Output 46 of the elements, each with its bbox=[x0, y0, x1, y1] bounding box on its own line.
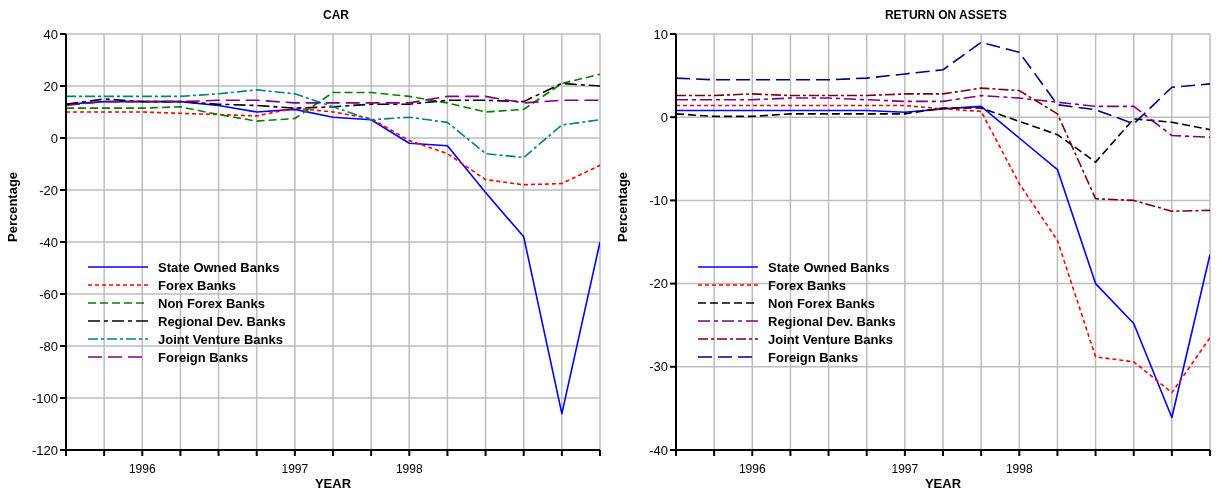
y-tick-label: -20 bbox=[649, 276, 668, 292]
x-axis-title: YEAR bbox=[314, 476, 352, 491]
y-tick-label: -30 bbox=[649, 359, 668, 375]
y-tick-label: -40 bbox=[649, 442, 668, 458]
chart-title: RETURN ON ASSETS bbox=[883, 8, 1009, 24]
y-tick-label: -20 bbox=[39, 182, 58, 198]
x-tick-label: 1997 bbox=[281, 461, 309, 476]
line-series bbox=[66, 73, 600, 122]
x-tick-label: 1998 bbox=[1005, 461, 1033, 476]
line-series bbox=[676, 87, 1210, 213]
legend-label: Forex Banks bbox=[158, 277, 237, 293]
y-axis-title: Percentage bbox=[614, 171, 630, 242]
x-tick-label: 1996 bbox=[128, 461, 156, 476]
legend-label: Foreign Banks bbox=[768, 349, 859, 365]
y-tick-label: 20 bbox=[43, 78, 58, 94]
legend-label: Non Forex Banks bbox=[158, 295, 265, 311]
legend-label: Non Forex Banks bbox=[768, 295, 875, 311]
y-tick-label: 0 bbox=[50, 130, 58, 146]
x-axis-title: YEAR bbox=[924, 476, 962, 491]
line-series bbox=[66, 107, 600, 186]
y-tick-label: -80 bbox=[39, 338, 58, 354]
line-series bbox=[676, 94, 1210, 138]
y-tick-label: -120 bbox=[31, 442, 58, 458]
y-tick-label: -100 bbox=[31, 390, 58, 406]
line-series bbox=[66, 95, 600, 107]
y-tick-label: 10 bbox=[653, 26, 668, 42]
legend-label: Joint Venture Banks bbox=[768, 331, 893, 347]
chart-title: CAR bbox=[322, 8, 350, 24]
legend-label: Regional Dev. Banks bbox=[158, 313, 286, 329]
line-series bbox=[676, 41, 1210, 125]
x-tick-label: 1996 bbox=[738, 461, 766, 476]
y-axis-title: Percentage bbox=[4, 171, 20, 242]
y-tick-label: 0 bbox=[660, 109, 668, 125]
y-tick-label: 40 bbox=[43, 26, 58, 42]
y-tick-label: -40 bbox=[39, 234, 58, 250]
x-tick-label: 1998 bbox=[395, 461, 423, 476]
legend-label: Foreign Banks bbox=[158, 349, 249, 365]
legend-label: State Owned Banks bbox=[768, 259, 890, 275]
legend-label: Joint Venture Banks bbox=[158, 331, 283, 347]
legend-label: State Owned Banks bbox=[158, 259, 280, 275]
legend-label: Regional Dev. Banks bbox=[768, 313, 896, 329]
x-tick-label: 1997 bbox=[891, 461, 919, 476]
y-tick-label: -10 bbox=[649, 193, 668, 209]
y-tick-label: -60 bbox=[39, 286, 58, 302]
line-series bbox=[66, 89, 600, 159]
legend-label: Forex Banks bbox=[768, 277, 847, 293]
